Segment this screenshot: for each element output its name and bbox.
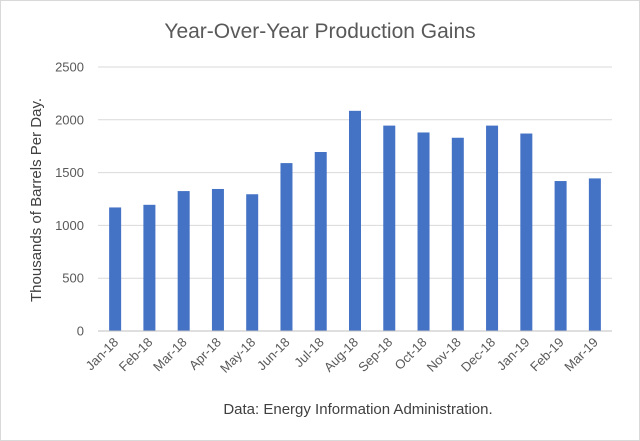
bar-dec-18 [486,125,499,331]
x-tick-label: Mar-18 [150,335,190,375]
y-tick-label: 1500 [55,165,84,180]
bar-nov-18 [451,137,464,331]
x-tick-label: Nov-18 [424,335,464,375]
bar-jan-18 [109,207,122,331]
bar-may-18 [246,194,259,331]
x-tick-label: Jun-18 [254,335,293,374]
x-tick-label: Aug-18 [321,335,361,375]
x-tick-label: Dec-18 [458,335,498,375]
bar-apr-18 [211,188,224,331]
x-tick-label: Jan-19 [494,335,533,374]
y-axis-ticks: 0 500 1000 1500 2000 2500 [55,60,84,339]
y-tick-label: 2000 [55,112,84,127]
x-tick-label: Jan-18 [83,335,122,374]
x-tick-label: Sep-18 [355,335,395,375]
x-tick-label: Oct-18 [391,335,429,373]
y-tick-label: 0 [77,324,84,339]
x-tick-label: Mar-19 [561,335,601,375]
y-axis-label: Thousands of Barrels Per Day. [28,98,45,302]
bar-mar-19 [588,178,601,331]
bar-jul-18 [314,152,327,331]
x-axis-ticks: Jan-18Feb-18Mar-18Apr-18May-18Jun-18Jul-… [83,335,601,376]
chart-title: Year-Over-Year Production Gains [164,20,475,43]
x-tick-label: Feb-19 [527,335,567,375]
bar-oct-18 [417,132,430,331]
bar-jun-18 [280,163,293,331]
bar-aug-18 [349,110,361,331]
bar-sep-18 [383,125,396,331]
bar-feb-18 [143,204,156,331]
x-axis-label: Data: Energy Information Administration. [223,401,492,418]
bars [109,110,601,331]
x-tick-label: Feb-18 [116,335,156,375]
bar-feb-19 [554,181,567,331]
x-tick-label: May-18 [217,335,258,376]
y-tick-label: 500 [62,271,84,286]
y-tick-label: 2500 [55,60,84,75]
bar-mar-18 [177,191,190,331]
bar-jan-19 [520,133,533,331]
y-tick-label: 1000 [55,218,84,233]
